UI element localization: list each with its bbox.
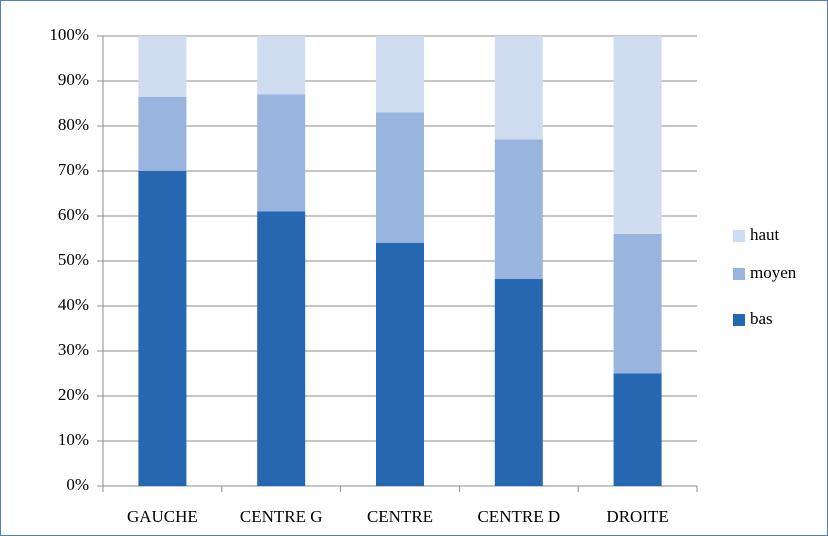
bar-segment (257, 36, 306, 95)
y-tick-label: 30% (58, 340, 89, 359)
y-tick-label: 20% (58, 385, 89, 404)
y-tick-label: 0% (66, 475, 89, 494)
bar-segment (376, 112, 424, 243)
bar-segment (376, 243, 424, 486)
bar-segment (376, 36, 424, 113)
y-tick-label: 80% (58, 115, 89, 134)
bar-segment (257, 94, 306, 212)
y-tick-label: 60% (58, 205, 89, 224)
legend-swatch (733, 268, 745, 280)
legend-swatch (733, 230, 745, 242)
bar-segment (138, 171, 187, 486)
y-tick-label: 10% (58, 430, 89, 449)
bar-segment (138, 96, 187, 171)
bar-segment (494, 279, 543, 486)
y-tick-label: 100% (49, 25, 89, 44)
legend-label: bas (750, 309, 773, 328)
bar-segment (613, 234, 662, 374)
bar-segment (613, 373, 662, 486)
x-tick-label: GAUCHE (127, 507, 198, 526)
bar-segment (613, 36, 662, 234)
bar-segment (138, 36, 187, 97)
x-tick-label: DROITE (606, 507, 668, 526)
y-tick-label: 50% (58, 250, 89, 269)
bar-segment (494, 139, 543, 279)
legend-label: moyen (750, 263, 797, 282)
x-tick-label: CENTRE (367, 507, 433, 526)
y-tick-label: 70% (58, 160, 89, 179)
bar-segment (257, 211, 306, 486)
x-tick-label: CENTRE G (240, 507, 323, 526)
legend-swatch (733, 314, 745, 326)
y-tick-label: 40% (58, 295, 89, 314)
bar-segment (494, 36, 543, 140)
y-tick-label: 90% (58, 70, 89, 89)
x-tick-label: CENTRE D (477, 507, 560, 526)
legend-label: haut (750, 225, 780, 244)
